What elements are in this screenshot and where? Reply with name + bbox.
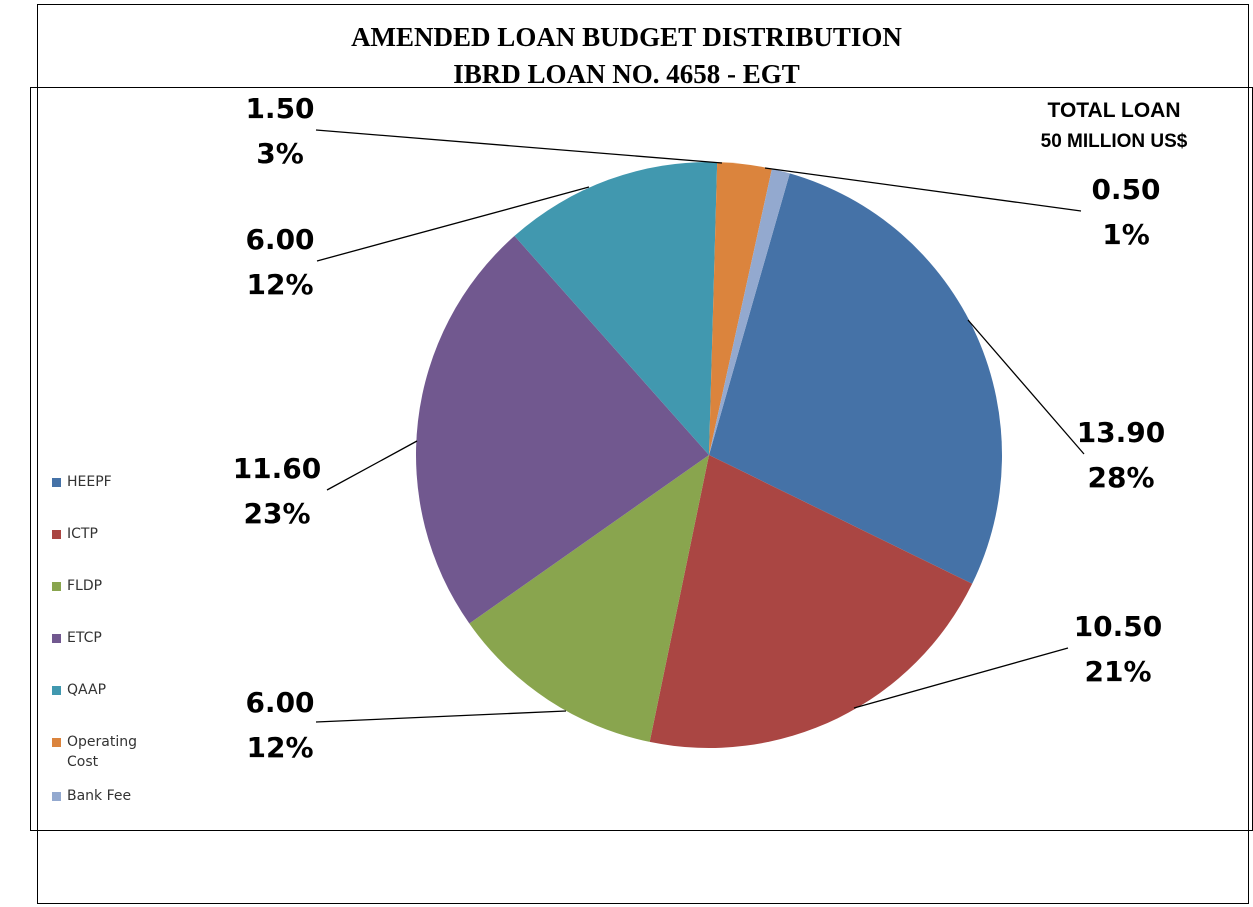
total-loan-amount: 50 MILLION US$	[1040, 131, 1188, 152]
legend-label: FLDP	[67, 578, 103, 594]
pie-slice-bank-fee	[709, 168, 790, 455]
legend-label: HEEPF	[67, 474, 112, 490]
legend-swatch	[52, 686, 61, 695]
legend-swatch	[52, 634, 61, 643]
value-label-etcp: 11.60	[233, 452, 322, 485]
pie-slice-operating-cost	[709, 162, 772, 455]
percent-label-bank-fee: 1%	[1102, 218, 1150, 251]
legend-item-qaap: QAAP	[52, 680, 167, 700]
value-label-fldp: 6.00	[245, 686, 314, 719]
percent-label-operating-cost: 3%	[256, 137, 304, 170]
value-label-qaap: 6.00	[245, 223, 314, 256]
legend-label: Bank Fee	[67, 788, 132, 804]
percent-label-heepf: 28%	[1087, 461, 1154, 494]
pie-slice-ictp	[649, 455, 973, 748]
value-label-ictp: 10.50	[1074, 610, 1163, 643]
leader-line-operating-cost	[315, 129, 723, 164]
leader-line-etcp	[326, 440, 418, 491]
legend-label: QAAP	[67, 682, 107, 698]
legend-swatch	[52, 478, 61, 487]
leader-line-bank-fee	[764, 167, 1082, 212]
pie-slice-heepf	[709, 173, 1003, 584]
pie-slice-qaap	[514, 162, 718, 455]
percent-label-ictp: 21%	[1084, 655, 1151, 688]
legend-item-ictp: ICTP	[52, 524, 167, 544]
total-loan-label: TOTAL LOAN	[1047, 99, 1181, 122]
legend-item-operating-cost: Operating Cost	[52, 732, 147, 772]
legend-label: Operating Cost	[67, 734, 137, 770]
legend-item-fldp: FLDP	[52, 576, 167, 596]
value-label-bank-fee: 0.50	[1091, 173, 1160, 206]
chart-title: AMENDED LOAN BUDGET DISTRIBUTION	[351, 22, 902, 52]
legend-swatch	[52, 738, 61, 747]
chart-subtitle: IBRD LOAN NO. 4658 - EGT	[453, 59, 800, 89]
legend-label: ICTP	[67, 526, 98, 542]
leader-line-qaap	[316, 186, 590, 262]
percent-label-qaap: 12%	[246, 268, 313, 301]
legend-swatch	[52, 582, 61, 591]
percent-label-etcp: 23%	[243, 497, 310, 530]
pie-slice-etcp	[415, 235, 709, 624]
legend-label: ETCP	[67, 630, 102, 646]
legend-item-etcp: ETCP	[52, 628, 167, 648]
legend-swatch	[52, 530, 61, 539]
value-label-heepf: 13.90	[1077, 416, 1166, 449]
percent-label-fldp: 12%	[246, 731, 313, 764]
value-label-operating-cost: 1.50	[245, 92, 314, 125]
legend-item-heepf: HEEPF	[52, 472, 167, 492]
leader-line-heepf	[967, 319, 1085, 455]
pie-slice-fldp	[469, 455, 709, 742]
leader-line-fldp	[315, 710, 567, 723]
legend-item-bank-fee: Bank Fee	[52, 786, 167, 806]
legend-swatch	[52, 792, 61, 801]
leader-line-ictp	[853, 647, 1069, 709]
